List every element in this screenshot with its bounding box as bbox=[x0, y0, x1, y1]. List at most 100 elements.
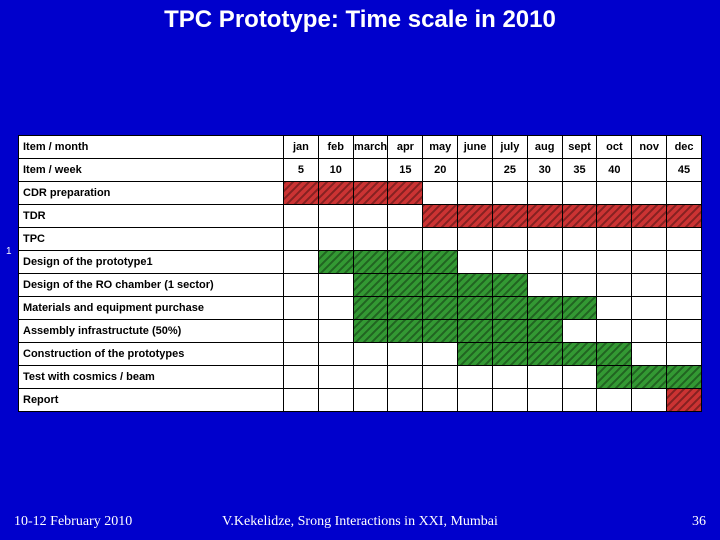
gantt-cell bbox=[632, 389, 667, 412]
week-header: 35 bbox=[562, 159, 597, 182]
gantt-cell bbox=[527, 297, 562, 320]
table-row: Design of the RO chamber (1 sector) bbox=[19, 274, 702, 297]
gantt-cell bbox=[632, 320, 667, 343]
gantt-cell bbox=[353, 228, 388, 251]
gantt-cell bbox=[492, 389, 527, 412]
gantt-cell bbox=[632, 205, 667, 228]
month-header: apr bbox=[388, 136, 423, 159]
gantt-cell bbox=[284, 389, 319, 412]
header-item-week: Item / week bbox=[19, 159, 284, 182]
gantt-cell bbox=[423, 274, 458, 297]
gantt-table: Item / monthjanfebmarchaprmayjunejulyaug… bbox=[18, 135, 702, 412]
side-number: 1 bbox=[6, 246, 12, 257]
gantt-cell bbox=[597, 297, 632, 320]
gantt-cell bbox=[527, 389, 562, 412]
gantt-cell bbox=[632, 251, 667, 274]
gantt-cell bbox=[597, 228, 632, 251]
gantt-cell bbox=[284, 297, 319, 320]
gantt-cell bbox=[353, 182, 388, 205]
gantt-cell bbox=[492, 251, 527, 274]
gantt-cell bbox=[423, 320, 458, 343]
gantt-cell bbox=[388, 228, 423, 251]
gantt-cell bbox=[388, 297, 423, 320]
gantt-cell bbox=[458, 274, 493, 297]
gantt-cell bbox=[562, 366, 597, 389]
week-header: 15 bbox=[388, 159, 423, 182]
week-header bbox=[632, 159, 667, 182]
gantt-cell bbox=[284, 251, 319, 274]
table-row: TPC bbox=[19, 228, 702, 251]
month-header: may bbox=[423, 136, 458, 159]
gantt-cell bbox=[318, 297, 353, 320]
gantt-cell bbox=[423, 251, 458, 274]
row-label: Design of the prototype1 bbox=[19, 251, 284, 274]
week-header bbox=[458, 159, 493, 182]
gantt-cell bbox=[527, 182, 562, 205]
gantt-cell bbox=[562, 182, 597, 205]
gantt-cell bbox=[423, 205, 458, 228]
gantt-cell bbox=[562, 205, 597, 228]
gantt-cell bbox=[667, 297, 702, 320]
row-label: CDR preparation bbox=[19, 182, 284, 205]
gantt-cell bbox=[597, 205, 632, 228]
gantt-cell bbox=[284, 228, 319, 251]
gantt-cell bbox=[632, 343, 667, 366]
gantt-cell bbox=[318, 366, 353, 389]
gantt-cell bbox=[667, 182, 702, 205]
gantt-cell bbox=[388, 251, 423, 274]
month-header: june bbox=[458, 136, 493, 159]
gantt-cell bbox=[527, 343, 562, 366]
month-header: jan bbox=[284, 136, 319, 159]
gantt-cell bbox=[458, 182, 493, 205]
gantt-cell bbox=[318, 343, 353, 366]
row-label: Report bbox=[19, 389, 284, 412]
gantt-cell bbox=[492, 320, 527, 343]
gantt-cell bbox=[527, 274, 562, 297]
gantt-cell bbox=[318, 320, 353, 343]
gantt-cell bbox=[667, 389, 702, 412]
row-label: Test with cosmics / beam bbox=[19, 366, 284, 389]
gantt-cell bbox=[353, 366, 388, 389]
gantt-header: Item / monthjanfebmarchaprmayjunejulyaug… bbox=[19, 136, 702, 182]
row-label: Construction of the prototypes bbox=[19, 343, 284, 366]
row-label: Design of the RO chamber (1 sector) bbox=[19, 274, 284, 297]
footer-author: V.Kekelidze, Srong Interactions in XXI, … bbox=[0, 514, 720, 530]
week-header bbox=[353, 159, 388, 182]
gantt-cell bbox=[388, 205, 423, 228]
gantt-cell bbox=[458, 366, 493, 389]
month-header: oct bbox=[597, 136, 632, 159]
gantt-cell bbox=[492, 274, 527, 297]
month-header: dec bbox=[667, 136, 702, 159]
gantt-cell bbox=[318, 389, 353, 412]
gantt-cell bbox=[423, 389, 458, 412]
table-row: Design of the prototype1 bbox=[19, 251, 702, 274]
gantt-cell bbox=[353, 343, 388, 366]
table-row: Test with cosmics / beam bbox=[19, 366, 702, 389]
gantt-cell bbox=[632, 274, 667, 297]
slide-title: TPC Prototype: Time scale in 2010 bbox=[0, 6, 720, 34]
gantt-cell bbox=[667, 228, 702, 251]
gantt-cell bbox=[423, 228, 458, 251]
gantt-cell bbox=[667, 205, 702, 228]
gantt-cell bbox=[562, 228, 597, 251]
gantt-cell bbox=[562, 343, 597, 366]
table-row: TDR bbox=[19, 205, 702, 228]
gantt-cell bbox=[667, 274, 702, 297]
gantt-cell bbox=[632, 228, 667, 251]
table-row: Report bbox=[19, 389, 702, 412]
gantt-chart: Item / monthjanfebmarchaprmayjunejulyaug… bbox=[18, 135, 702, 412]
gantt-cell bbox=[492, 182, 527, 205]
week-header: 30 bbox=[527, 159, 562, 182]
gantt-cell bbox=[284, 366, 319, 389]
gantt-cell bbox=[284, 343, 319, 366]
week-header: 25 bbox=[492, 159, 527, 182]
gantt-cell bbox=[667, 343, 702, 366]
table-row: Materials and equipment purchase bbox=[19, 297, 702, 320]
gantt-cell bbox=[458, 297, 493, 320]
gantt-cell bbox=[423, 182, 458, 205]
month-header: july bbox=[492, 136, 527, 159]
gantt-cell bbox=[318, 182, 353, 205]
gantt-cell bbox=[667, 320, 702, 343]
gantt-cell bbox=[597, 366, 632, 389]
gantt-cell bbox=[527, 320, 562, 343]
